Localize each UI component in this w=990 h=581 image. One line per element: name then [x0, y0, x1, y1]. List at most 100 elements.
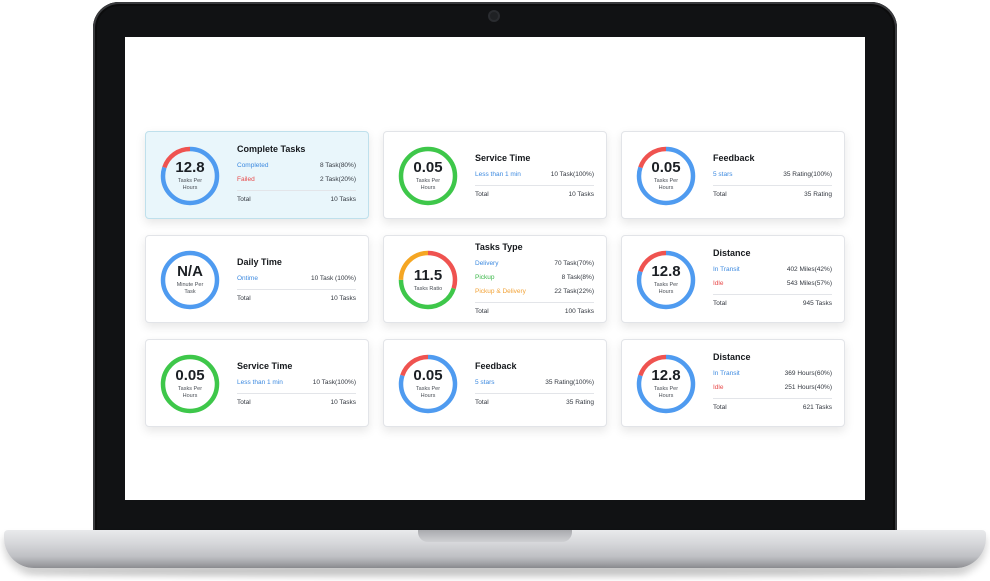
total-label: Total — [713, 300, 727, 307]
ring-center: 0.05 Tasks Per Hours — [396, 352, 460, 416]
card-info: Service Time Less than 1 min 10 Task(100%)… — [475, 153, 594, 202]
metric-card[interactable]: 12.8 Tasks Per Hours Complete Tasks Complet… — [145, 131, 369, 219]
ring-value: N/A — [177, 263, 203, 280]
card-title: Tasks Type — [475, 242, 523, 252]
stat-value: 2 Task(20%) — [319, 176, 356, 183]
metric-card[interactable]: N/A Minute Per Task Daily Time Ontime 10 Tas… — [145, 235, 369, 323]
total-value: 100 Tasks — [564, 308, 594, 315]
stat-row: Idle 543 Miles(57%) — [713, 277, 832, 291]
metric-card[interactable]: 0.05 Tasks Per Hours Service Time Less than… — [145, 339, 369, 427]
stat-value: 35 Rating(100%) — [545, 379, 594, 386]
ring-segment-blue — [160, 250, 220, 310]
ring-value: 0.05 — [651, 159, 681, 176]
total-row: Total 100 Tasks — [475, 302, 594, 319]
stat-value: 402 Miles(42%) — [786, 266, 832, 273]
stat-row: 5 stars 35 Rating(100%) — [475, 376, 594, 390]
stat-label: 5 stars — [713, 171, 733, 178]
total-value: 10 Tasks — [330, 295, 356, 302]
stat-label: Delivery — [475, 260, 499, 267]
donut-ring: 12.8 Tasks Per Hours — [634, 352, 698, 416]
total-label: Total — [237, 295, 251, 302]
stat-row: Pickup & Delivery 22 Task(22%) — [475, 285, 594, 299]
stat-label: Pickup & Delivery — [475, 288, 526, 295]
ring-value: 0.05 — [413, 159, 443, 176]
card-title: Feedback — [713, 153, 755, 163]
card-title: Distance — [713, 248, 751, 258]
ring-value: 12.8 — [175, 159, 205, 176]
ring-segment-red — [636, 146, 696, 206]
stat-label: Completed — [237, 162, 269, 169]
ring-center: N/A Minute Per Task — [158, 248, 222, 312]
donut-ring: N/A Minute Per Task — [158, 248, 222, 312]
ring-center: 11.5 Tasks Ratio — [396, 248, 460, 312]
total-value: 10 Tasks — [568, 191, 594, 198]
card-info: Daily Time Ontime 10 Task (100%) Total 10 Ta… — [237, 257, 356, 306]
total-value: 10 Tasks — [330, 196, 356, 203]
total-row: Total 945 Tasks — [713, 294, 832, 311]
metric-card[interactable]: 11.5 Tasks Ratio Tasks Type Delivery 70 Task… — [383, 235, 607, 323]
ring-segment-red — [636, 250, 696, 310]
total-row: Total 35 Rating — [713, 185, 832, 202]
metric-card[interactable]: 12.8 Tasks Per Hours Distance In Transit 369… — [621, 339, 845, 427]
donut-ring: 12.8 Tasks Per Hours — [158, 144, 222, 208]
donut-ring: 12.8 Tasks Per Hours — [634, 248, 698, 312]
stat-value: 251 Hours(40%) — [784, 384, 832, 391]
stat-value: 543 Miles(57%) — [786, 280, 832, 287]
ring-value: 12.8 — [651, 263, 681, 280]
ring-center: 12.8 Tasks Per Hours — [634, 248, 698, 312]
metric-card[interactable]: 0.05 Tasks Per Hours Feedback 5 stars 35 Rat… — [621, 131, 845, 219]
stat-value: 10 Task(100%) — [550, 171, 594, 178]
ring-value: 0.05 — [175, 367, 205, 384]
ring-unit: Tasks Per Hours — [653, 178, 679, 191]
total-value: 35 Rating — [804, 191, 832, 198]
metric-card[interactable]: 0.05 Tasks Per Hours Service Time Less than… — [383, 131, 607, 219]
laptop-shadow — [20, 568, 970, 578]
stat-label: Ontime — [237, 275, 258, 282]
stat-value: 70 Task(70%) — [554, 260, 594, 267]
dashboard-screen: 12.8 Tasks Per Hours Complete Tasks Complet… — [125, 37, 865, 500]
card-info: Feedback 5 stars 35 Rating(100%) Total 35 Ra… — [475, 361, 594, 410]
total-row: Total 10 Tasks — [237, 289, 356, 306]
ring-unit: Minute Per Task — [176, 282, 204, 295]
card-info: Service Time Less than 1 min 10 Task(100%)… — [237, 361, 356, 410]
laptop-notch — [418, 530, 572, 542]
stat-label: Failed — [237, 176, 255, 183]
ring-unit: Tasks Per Hours — [177, 386, 203, 399]
stat-value: 369 Hours(60%) — [784, 370, 832, 377]
donut-ring: 0.05 Tasks Per Hours — [396, 144, 460, 208]
stat-row: Ontime 10 Task (100%) — [237, 272, 356, 286]
total-row: Total 35 Rating — [475, 393, 594, 410]
donut-ring: 0.05 Tasks Per Hours — [634, 144, 698, 208]
donut-ring: 11.5 Tasks Ratio — [396, 248, 460, 312]
total-label: Total — [237, 196, 251, 203]
ring-center: 12.8 Tasks Per Hours — [634, 352, 698, 416]
ring-center: 0.05 Tasks Per Hours — [396, 144, 460, 208]
stat-row: In Transit 402 Miles(42%) — [713, 263, 832, 277]
card-info: Distance In Transit 402 Miles(42%) Idle 543 … — [713, 248, 832, 311]
stat-label: Less than 1 min — [237, 379, 283, 386]
ring-value: 0.05 — [413, 367, 443, 384]
stat-label: 5 stars — [475, 379, 495, 386]
ring-segment-green — [398, 250, 458, 310]
ring-value: 11.5 — [413, 266, 443, 284]
stat-label: In Transit — [713, 370, 740, 377]
total-row: Total 10 Tasks — [237, 393, 356, 410]
metric-card[interactable]: 0.05 Tasks Per Hours Feedback 5 stars 35 Rat… — [383, 339, 607, 427]
ring-unit: Tasks Per Hours — [177, 178, 203, 191]
stat-label: Idle — [713, 384, 724, 391]
stat-row: In Transit 369 Hours(60%) — [713, 367, 832, 381]
ring-center: 12.8 Tasks Per Hours — [158, 144, 222, 208]
stat-row: Less than 1 min 10 Task(100%) — [237, 376, 356, 390]
total-label: Total — [475, 308, 489, 315]
ring-value: 12.8 — [651, 367, 681, 384]
metric-card[interactable]: 12.8 Tasks Per Hours Distance In Transit 402… — [621, 235, 845, 323]
ring-unit: Tasks Per Hours — [653, 282, 679, 295]
total-label: Total — [713, 191, 727, 198]
stat-row: Failed 2 Task(20%) — [237, 173, 356, 187]
donut-ring: 0.05 Tasks Per Hours — [396, 352, 460, 416]
card-title: Service Time — [237, 361, 293, 371]
total-row: Total 10 Tasks — [475, 185, 594, 202]
stat-label: Less than 1 min — [475, 171, 521, 178]
ring-unit: Tasks Per Hours — [415, 386, 441, 399]
total-label: Total — [475, 191, 489, 198]
